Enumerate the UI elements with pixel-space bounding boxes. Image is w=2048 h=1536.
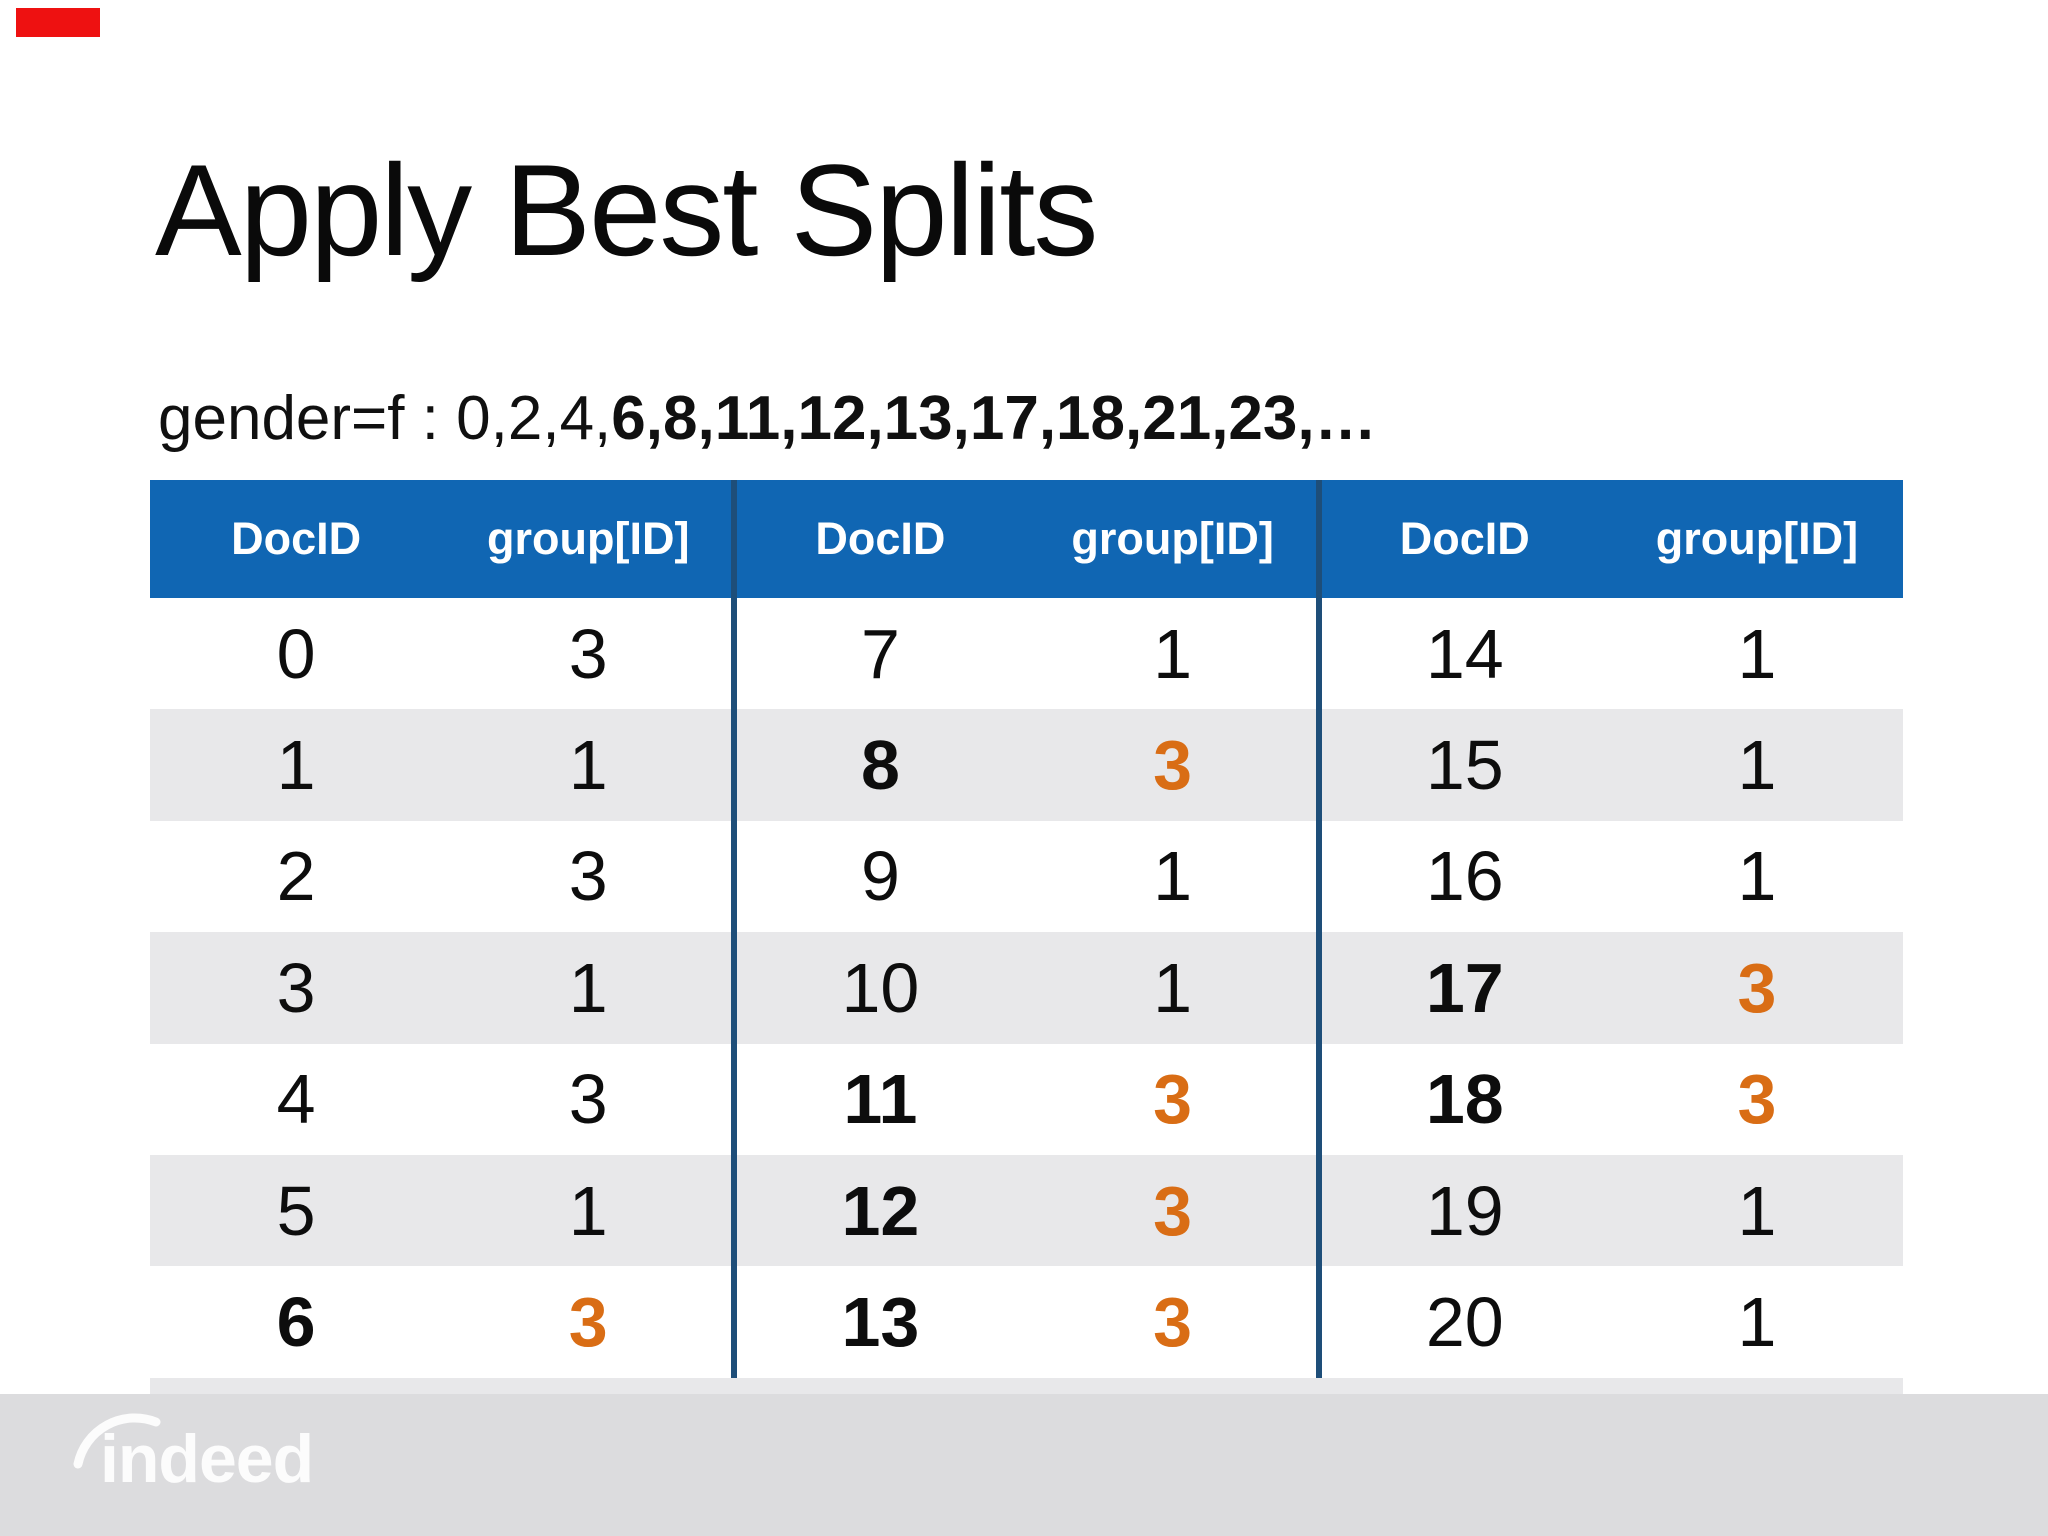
section-divider <box>731 480 737 1392</box>
table-row: 6 3 13 3 20 1 <box>150 1266 1903 1378</box>
doc-cell: 11 <box>843 1060 918 1139</box>
group-cell: 3 <box>568 1060 608 1139</box>
group-cell: 3 <box>1153 1283 1193 1362</box>
table-row: 0 3 7 1 14 1 <box>150 598 1903 710</box>
partial-row <box>150 1378 1903 1394</box>
group-cell: 1 <box>1737 1283 1777 1362</box>
group-cell: 3 <box>1153 1060 1193 1139</box>
doc-cell: 14 <box>1425 614 1504 693</box>
doc-cell: 6 <box>276 1283 316 1362</box>
group-cell: 1 <box>568 948 608 1027</box>
group-cell: 3 <box>1737 1060 1777 1139</box>
doc-cell: 0 <box>276 614 316 693</box>
group-cell: 3 <box>1153 1171 1193 1250</box>
doc-cell: 15 <box>1425 726 1504 805</box>
group-cell: 3 <box>568 614 608 693</box>
group-cell: 1 <box>1153 614 1193 693</box>
table-row: 1 1 8 3 15 1 <box>150 709 1903 821</box>
group-cell: 3 <box>568 1283 608 1362</box>
doc-cell: 20 <box>1425 1283 1504 1362</box>
group-cell: 1 <box>1737 614 1777 693</box>
indeed-logo: indeed <box>70 1412 330 1497</box>
doc-cell: 19 <box>1425 1171 1504 1250</box>
header-cell-groupid: group[ID] <box>1655 513 1859 564</box>
logo-swoosh-icon <box>73 1413 161 1469</box>
doc-cell: 10 <box>841 948 920 1027</box>
group-cell: 1 <box>1153 837 1193 916</box>
doc-cell: 16 <box>1425 837 1504 916</box>
subtitle-highlight: 6,8,11,12,13,17,18,21,23,… <box>611 384 1377 453</box>
doc-cell: 8 <box>860 726 900 805</box>
table-row: 2 3 9 1 16 1 <box>150 820 1903 933</box>
header-cell-docid: DocID <box>231 513 362 564</box>
doc-cell: 13 <box>841 1283 920 1362</box>
table-row: 3 1 10 1 17 3 <box>150 932 1903 1044</box>
table-row: 4 3 11 3 18 3 <box>150 1043 1903 1155</box>
doc-cell: 3 <box>276 948 316 1027</box>
doc-cell: 5 <box>276 1171 316 1250</box>
header-cell-docid: DocID <box>815 513 946 564</box>
doc-cell: 12 <box>841 1171 920 1250</box>
table-row: 5 1 12 3 19 1 <box>150 1154 1903 1267</box>
group-cell: 1 <box>1737 837 1777 916</box>
group-cell: 1 <box>1153 948 1193 1027</box>
header-cell-docid: DocID <box>1399 513 1530 564</box>
group-cell: 3 <box>568 837 608 916</box>
doc-cell: 7 <box>860 614 900 693</box>
doc-cell: 1 <box>276 726 316 805</box>
doc-cell: 17 <box>1425 948 1504 1027</box>
footer-bar: indeed <box>0 1394 2048 1536</box>
group-cell: 1 <box>1737 1171 1777 1250</box>
table-body: 0 3 7 1 14 1 1 1 8 3 15 1 2 3 9 1 16 1 3 1 10 1 17 3 4 3 11 3 18 3 5 1 1… <box>150 598 1903 1378</box>
doc-cell: 9 <box>860 837 900 916</box>
page-title: Apply Best Splits <box>155 137 1098 283</box>
subtitle-regular: gender=f : 0,2,4, <box>158 384 612 453</box>
section-divider <box>1316 480 1322 1392</box>
doc-cell: 4 <box>276 1060 316 1139</box>
doc-cell: 2 <box>276 837 316 916</box>
group-cell: 1 <box>1737 726 1777 805</box>
group-cell: 3 <box>1737 948 1777 1027</box>
data-table: DocID group[ID] DocID group[ID] DocID gr… <box>150 480 1903 1392</box>
group-cell: 3 <box>1153 726 1193 805</box>
subtitle: gender=f : 0,2,4,6,8,11,12,13,17,18,21,2… <box>158 383 1377 454</box>
doc-cell: 18 <box>1425 1060 1504 1139</box>
header-cell-groupid: group[ID] <box>1071 513 1274 564</box>
red-marker <box>16 8 100 37</box>
group-cell: 1 <box>568 1171 608 1250</box>
group-cell: 1 <box>568 726 608 805</box>
logo-text: indeed <box>100 1421 314 1497</box>
header-cell-groupid: group[ID] <box>487 513 690 564</box>
table-header: DocID group[ID] DocID group[ID] DocID gr… <box>150 480 1903 598</box>
